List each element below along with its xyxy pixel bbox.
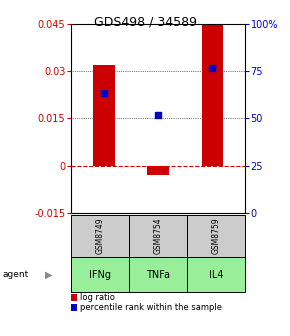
Point bbox=[210, 65, 215, 71]
Bar bbox=[93, 65, 115, 166]
Text: ▶: ▶ bbox=[45, 270, 52, 280]
Point bbox=[156, 113, 160, 118]
Point bbox=[102, 90, 106, 96]
Text: GSM8759: GSM8759 bbox=[211, 218, 221, 254]
Text: agent: agent bbox=[3, 270, 29, 279]
Bar bbox=[202, 24, 223, 166]
Bar bbox=[147, 166, 169, 175]
Text: IL4: IL4 bbox=[209, 270, 223, 280]
Text: TNFa: TNFa bbox=[146, 270, 170, 280]
Text: log ratio: log ratio bbox=[80, 293, 115, 302]
Text: GDS498 / 34589: GDS498 / 34589 bbox=[93, 15, 197, 28]
Text: IFNg: IFNg bbox=[89, 270, 111, 280]
Text: percentile rank within the sample: percentile rank within the sample bbox=[80, 303, 222, 312]
Text: GSM8754: GSM8754 bbox=[153, 218, 163, 254]
Text: GSM8749: GSM8749 bbox=[95, 218, 105, 254]
